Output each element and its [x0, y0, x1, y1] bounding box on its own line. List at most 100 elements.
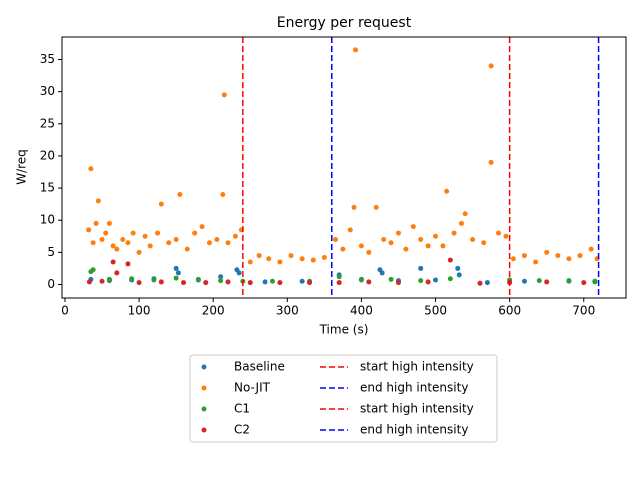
scatter-point — [158, 279, 164, 285]
scatter-point — [447, 276, 453, 282]
x-tick-label: 0 — [61, 304, 69, 318]
scatter-point — [236, 270, 242, 276]
legend-label: Baseline — [234, 360, 285, 374]
scatter-point — [221, 92, 227, 98]
scatter-point — [544, 279, 550, 285]
scatter-point — [447, 257, 453, 263]
scatter-point — [181, 280, 187, 286]
legend-marker — [201, 406, 207, 412]
scatter-point — [455, 265, 461, 271]
scatter-point — [521, 253, 527, 259]
scatter-point — [358, 277, 364, 283]
y-tick-label: 25 — [40, 116, 55, 130]
scatter-point — [379, 270, 385, 276]
scatter-point — [336, 280, 342, 286]
scatter-point — [106, 220, 112, 226]
legend-label: start high intensity — [360, 402, 474, 416]
scatter-point — [262, 279, 268, 285]
scatter-point — [488, 63, 494, 69]
scatter-point — [277, 280, 283, 286]
scatter-point — [173, 265, 179, 271]
scatter-point — [136, 280, 142, 286]
scatter-point — [581, 280, 587, 286]
scatter-point — [158, 201, 164, 207]
legend-label: start high intensity — [360, 360, 474, 374]
scatter-point — [321, 255, 327, 260]
scatter-point — [310, 257, 316, 263]
scatter-point — [225, 240, 231, 246]
scatter-point — [151, 277, 157, 283]
scatter-point — [99, 278, 105, 284]
scatter-point — [503, 233, 509, 239]
y-axis-label: W/req — [15, 149, 29, 185]
legend-marker — [201, 427, 207, 433]
scatter-point — [192, 230, 198, 236]
scatter-point — [433, 233, 439, 239]
scatter-point — [358, 243, 364, 249]
scatter-point — [256, 253, 262, 259]
scatter-point — [110, 243, 116, 249]
scatter-point — [218, 278, 224, 284]
scatter-point — [418, 265, 424, 271]
scatter-point — [175, 270, 181, 276]
scatter-point — [130, 230, 136, 236]
scatter-point — [577, 253, 583, 259]
scatter-point — [220, 192, 226, 197]
scatter-point — [90, 267, 96, 273]
scatter-point — [203, 280, 209, 286]
scatter-point — [488, 159, 494, 165]
y-tick-label: 15 — [40, 181, 55, 195]
scatter-point — [332, 237, 338, 242]
plot-frame — [61, 36, 627, 299]
x-axis-label: Time (s) — [319, 323, 369, 337]
legend-marker — [201, 364, 207, 370]
scatter-point — [218, 274, 224, 280]
scatter-point — [173, 237, 179, 242]
scatter-point — [114, 270, 120, 276]
scatter-point — [206, 240, 212, 246]
scatter-point — [214, 237, 220, 242]
y-tick-label: 30 — [40, 84, 55, 98]
x-tick-label: 100 — [128, 304, 151, 318]
scatter-point — [440, 243, 446, 249]
scatter-point — [347, 227, 353, 233]
scatter-point — [470, 237, 476, 242]
x-tick-label: 300 — [276, 304, 299, 318]
scatter-point — [381, 237, 387, 242]
scatter-point — [481, 240, 487, 246]
x-tick-label: 700 — [572, 304, 595, 318]
scatter-point — [142, 233, 148, 239]
scatter-point — [496, 230, 502, 236]
scatter-point — [410, 224, 416, 230]
scatter-point — [403, 246, 409, 252]
scatter-point — [120, 237, 126, 242]
scatter-point — [458, 220, 464, 226]
scatter-point — [106, 276, 112, 282]
scatter-point — [266, 256, 272, 262]
scatter-point — [366, 249, 372, 255]
legend-marker — [201, 385, 207, 391]
scatter-point — [299, 256, 305, 262]
scatter-point — [566, 278, 572, 284]
scatter-point — [484, 280, 490, 286]
scatter-point — [299, 278, 305, 284]
scatter-point — [592, 279, 598, 285]
scatter-point — [125, 261, 131, 267]
scatter-point — [388, 276, 394, 282]
scatter-point — [395, 230, 401, 236]
scatter-point — [366, 279, 372, 285]
scatter-point — [288, 253, 294, 259]
scatter-point — [177, 192, 183, 197]
scatter-point — [86, 227, 92, 233]
x-tick-label: 400 — [350, 304, 373, 318]
scatter-point — [232, 233, 238, 239]
scatter-point — [93, 220, 99, 226]
y-tick-label: 0 — [47, 277, 55, 291]
scatter-point — [247, 259, 253, 265]
scatter-point — [433, 277, 439, 283]
scatter-point — [555, 253, 561, 259]
scatter-point — [173, 275, 179, 281]
y-tick-label: 20 — [40, 148, 55, 162]
